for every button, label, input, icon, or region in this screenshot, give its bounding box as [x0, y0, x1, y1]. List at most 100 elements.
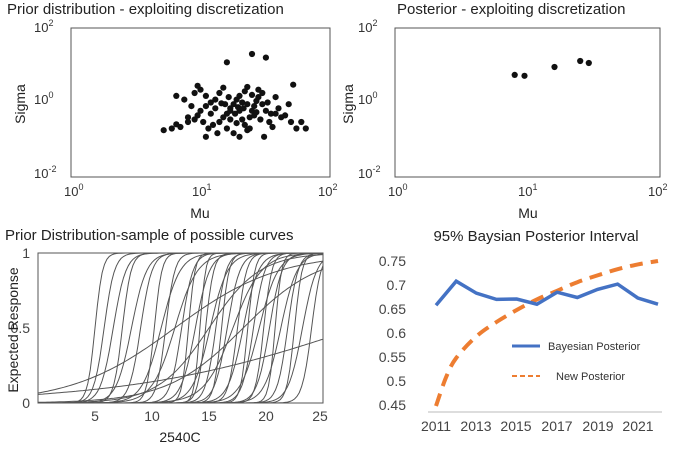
prior-curves-title: Prior Distribution-sample of possible cu… — [5, 227, 293, 244]
prior-scatter-y-label: Sigma — [12, 84, 28, 124]
scatter-point — [269, 123, 276, 131]
posterior-scatter-title: Posterior - exploiting discretization — [397, 1, 625, 18]
posterior-interval-y-ticks: 0.75 0.7 0.65 0.6 0.55 0.5 0.45 — [379, 253, 406, 413]
posterior-scatter-y-ticks: 102 100 10-2 — [358, 18, 380, 181]
scatter-point — [248, 50, 256, 58]
scatter-point — [223, 59, 230, 66]
prior-curves-x-ticks: 5 10 15 20 25 — [91, 408, 328, 424]
posterior-interval-legend: Bayesian Posterior New Posterior — [512, 341, 641, 383]
prior-curve — [38, 268, 324, 403]
scatter-point — [194, 82, 201, 89]
posterior-scatter-y-label: Sigma — [340, 84, 356, 124]
scatter-point — [290, 81, 297, 88]
scatter-point — [184, 114, 192, 121]
y-tick-label: 0.55 — [379, 349, 406, 365]
x-tick-label: 25 — [312, 408, 328, 424]
y-tick-label: 0.7 — [387, 277, 407, 293]
scatter-point — [278, 114, 285, 121]
scatter-point — [293, 125, 300, 132]
scatter-point — [244, 83, 251, 91]
x-tick-label: 101 — [518, 182, 537, 199]
scatter-point — [202, 92, 209, 99]
scatter-point — [302, 125, 309, 132]
prior-curves-frame — [37, 252, 324, 404]
scatter-point — [202, 103, 209, 110]
posterior-scatter-x-ticks: 100 101 102 — [388, 182, 667, 199]
posterior-interval-x-ticks: 2011 2013 2015 2017 2019 2021 — [421, 418, 654, 434]
y-tick-label: 0.45 — [379, 397, 406, 413]
scatter-point — [207, 99, 214, 106]
scatter-point — [233, 120, 240, 127]
x-tick-label: 100 — [64, 182, 83, 199]
scatter-point — [184, 118, 192, 126]
scatter-point — [214, 130, 221, 137]
y-tick-label: 0.5 — [387, 373, 407, 389]
prior-scatter-frame — [70, 27, 331, 178]
scatter-point — [253, 109, 260, 116]
scatter-point — [236, 92, 243, 99]
scatter-point — [160, 127, 167, 134]
scatter-point — [285, 101, 292, 108]
scatter-point — [232, 110, 239, 117]
prior-scatter-title: Prior distribution - exploiting discreti… — [7, 1, 284, 18]
x-tick-label: 2021 — [622, 418, 653, 434]
legend-label-bayesian-posterior: Bayesian Posterior — [548, 341, 641, 353]
scatter-point — [235, 104, 242, 111]
posterior-interval-panel: 95% Baysian Posterior Interval 0.75 0.7 … — [379, 228, 662, 434]
x-tick-label: 2013 — [460, 418, 491, 434]
scatter-point — [216, 89, 223, 97]
scatter-point — [272, 94, 279, 101]
scatter-point — [194, 112, 201, 119]
x-tick-label: 2017 — [541, 418, 572, 434]
scatter-point — [227, 107, 234, 114]
prior-scatter-panel: Prior distribution - exploiting discreti… — [7, 1, 337, 221]
scatter-point — [287, 118, 295, 126]
y-tick-label: 0 — [22, 395, 30, 411]
prior-curve — [37, 338, 324, 395]
x-tick-label: 2011 — [421, 418, 451, 434]
scatter-point — [212, 96, 219, 103]
scatter-point — [298, 118, 305, 126]
scatter-point — [230, 130, 237, 137]
scatter-point — [236, 133, 243, 140]
scatter-point — [207, 110, 214, 117]
posterior-scatter-panel: Posterior - exploiting discretization 10… — [340, 1, 667, 221]
prior-curves-y-ticks: 1 0.5 0 — [11, 245, 31, 411]
prior-curve — [38, 254, 324, 404]
bayesian-posterior-series-line — [434, 278, 659, 307]
x-tick-label: 2019 — [582, 418, 613, 434]
prior-curves-lines — [37, 252, 324, 404]
scatter-point — [577, 57, 584, 65]
y-tick-label: 100 — [358, 90, 377, 107]
y-tick-label: 102 — [34, 18, 53, 35]
new-posterior-series-line — [434, 259, 659, 407]
scatter-point — [262, 107, 269, 114]
prior-scatter-points — [160, 50, 309, 140]
x-tick-label: 20 — [258, 408, 274, 424]
scatter-point — [216, 118, 223, 126]
legend-label-new-posterior: New Posterior — [556, 371, 625, 383]
scatter-point — [264, 99, 271, 106]
scatter-point — [244, 101, 251, 108]
scatter-point — [239, 116, 246, 123]
scatter-point — [205, 125, 212, 132]
y-tick-label: 1 — [22, 245, 30, 261]
x-tick-label: 102 — [318, 182, 337, 199]
scatter-point — [272, 110, 279, 117]
scatter-point — [168, 125, 175, 132]
scatter-point — [191, 89, 198, 97]
scatter-point — [225, 94, 232, 101]
scatter-point — [266, 118, 273, 126]
posterior-scatter-x-label: Mu — [518, 205, 537, 221]
scatter-point — [181, 96, 188, 103]
x-tick-label: 15 — [201, 408, 217, 424]
scatter-point — [173, 121, 180, 128]
y-tick-label: 10-2 — [34, 164, 56, 181]
scatter-point — [173, 92, 180, 99]
scatter-point — [267, 110, 275, 117]
scatter-point — [200, 118, 207, 126]
scatter-point — [202, 133, 209, 140]
prior-curve — [38, 252, 323, 404]
scatter-point — [188, 103, 195, 110]
prior-scatter-x-label: Mu — [190, 205, 209, 221]
